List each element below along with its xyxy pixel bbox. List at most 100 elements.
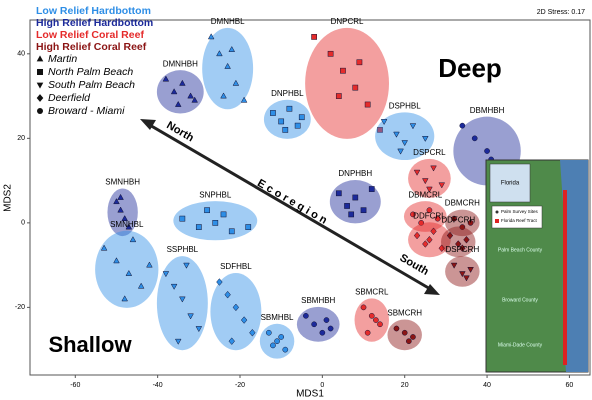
- point: [303, 312, 309, 319]
- point: [179, 79, 186, 86]
- point: [430, 165, 437, 172]
- point: [270, 110, 276, 116]
- point: [220, 211, 227, 218]
- point: [37, 69, 43, 75]
- point: [409, 123, 417, 130]
- point: [311, 321, 317, 328]
- point: [426, 186, 433, 193]
- point: [380, 119, 388, 126]
- point: [162, 271, 170, 278]
- point: [377, 127, 383, 133]
- legend-label: North Palm Beach: [48, 66, 133, 78]
- point: [368, 186, 375, 192]
- point: [36, 82, 44, 89]
- point: [228, 45, 236, 52]
- group-label: DBMCRL: [408, 190, 442, 199]
- point: [484, 148, 490, 154]
- stress-label: 2D Stress: 0.17: [537, 9, 585, 16]
- point: [450, 262, 458, 269]
- x-tick-label: 0: [320, 382, 324, 389]
- group-label: DNPHBL: [271, 89, 304, 98]
- group-label: SBMHBH: [301, 296, 335, 305]
- point: [393, 325, 400, 332]
- point: [327, 325, 334, 332]
- point: [323, 317, 330, 323]
- point: [401, 140, 408, 147]
- point: [319, 329, 326, 336]
- group-label: DNPHBH: [338, 169, 372, 178]
- point: [36, 94, 44, 102]
- group-label: SBMCRH: [387, 309, 422, 318]
- point: [36, 55, 44, 62]
- map-county: Miami-Dade County: [498, 342, 543, 348]
- point: [373, 317, 379, 323]
- point: [377, 321, 383, 328]
- point: [397, 148, 404, 155]
- point: [459, 122, 466, 129]
- group-label: DBMHBH: [470, 106, 505, 115]
- point: [183, 262, 190, 269]
- point: [125, 269, 133, 276]
- point: [364, 101, 371, 108]
- point: [335, 190, 342, 197]
- point: [117, 206, 124, 213]
- point: [187, 92, 194, 99]
- map-county: Palm Beach County: [498, 247, 543, 253]
- point: [270, 342, 276, 349]
- group-label: SDFHBL: [220, 262, 252, 271]
- point: [282, 127, 289, 133]
- group-label: SSPHBL: [167, 245, 199, 254]
- point: [174, 100, 182, 107]
- group-ellipse: [156, 256, 208, 351]
- group-ellipse: [156, 70, 204, 114]
- point: [430, 227, 437, 236]
- x-tick-label: 60: [566, 382, 574, 389]
- point: [216, 278, 223, 286]
- point: [446, 231, 454, 240]
- group-ellipse: [210, 273, 262, 351]
- point: [207, 33, 215, 40]
- y-tick-label: 20: [17, 135, 25, 142]
- map-county: Broward County: [502, 297, 538, 303]
- group-label: DNPCRL: [331, 17, 364, 26]
- map-inset: Florida Palm Survey Sites Florida Reef T…: [485, 159, 589, 373]
- point: [224, 62, 231, 69]
- point: [179, 215, 186, 222]
- point: [471, 135, 478, 142]
- group-ellipse: [329, 180, 381, 224]
- point: [413, 231, 421, 240]
- point: [265, 329, 272, 336]
- point: [459, 224, 466, 230]
- point: [286, 105, 293, 112]
- point: [174, 338, 182, 345]
- legend-label: High Relief Coral Reef: [36, 41, 147, 53]
- point: [451, 215, 457, 222]
- x-tick-label: -20: [235, 382, 245, 389]
- point: [121, 214, 128, 221]
- point: [401, 329, 408, 336]
- point: [187, 313, 194, 320]
- x-axis-label: MDS1: [296, 389, 324, 400]
- group-ellipse: [403, 201, 447, 232]
- point: [170, 88, 178, 95]
- point: [129, 236, 137, 243]
- point: [455, 240, 462, 248]
- point: [393, 131, 400, 138]
- point: [413, 169, 421, 176]
- y-tick-label: 0: [21, 220, 25, 227]
- group-label: DSPCRL: [413, 148, 446, 157]
- point: [434, 215, 441, 222]
- point: [240, 316, 248, 324]
- x-tick-label: -40: [153, 382, 163, 389]
- point: [463, 275, 470, 282]
- point: [335, 93, 342, 99]
- point: [278, 118, 285, 125]
- point: [410, 211, 416, 218]
- point: [340, 67, 346, 74]
- group-label: SBMCRL: [355, 287, 389, 296]
- point: [352, 84, 359, 91]
- point: [113, 257, 120, 264]
- point: [467, 220, 474, 226]
- map-state: Florida: [501, 181, 520, 187]
- point: [463, 235, 470, 244]
